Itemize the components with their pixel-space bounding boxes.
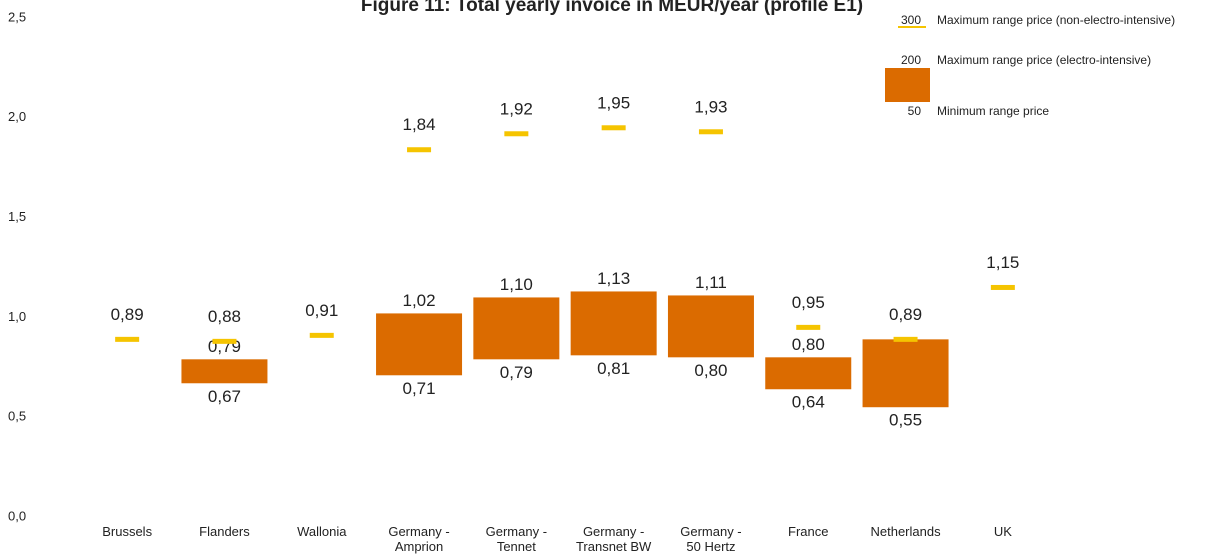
value-label: 0,80 — [792, 335, 825, 354]
x-tick-label: Netherlands — [870, 524, 941, 539]
value-label: 0,79 — [500, 363, 533, 382]
value-label: 0,80 — [694, 361, 727, 380]
x-tick-label: Germany -Amprion — [388, 524, 449, 554]
value-label: 0,91 — [305, 301, 338, 320]
value-label: 0,71 — [403, 379, 436, 398]
x-tick-label: Germany -Transnet BW — [576, 524, 652, 554]
value-label: 0,89 — [111, 305, 144, 324]
range-bar — [862, 339, 949, 408]
range-bar — [667, 295, 754, 358]
max-tick — [698, 129, 723, 135]
value-label: 0,67 — [208, 387, 241, 406]
x-tick-label: Flanders — [199, 524, 250, 539]
value-label: 0,64 — [792, 393, 825, 412]
x-tick-label: UK — [994, 524, 1012, 539]
value-label: 0,89 — [889, 305, 922, 324]
legend-label: Minimum range price — [937, 104, 1049, 118]
max-tick — [893, 336, 918, 342]
value-label: 1,95 — [597, 93, 630, 112]
y-tick-label: 2,0 — [8, 109, 26, 124]
max-tick — [212, 338, 237, 344]
value-label: 0,88 — [208, 307, 241, 326]
y-tick-label: 1,5 — [8, 209, 26, 224]
value-label: 0,55 — [889, 411, 922, 430]
legend-label: Maximum range price (non-electro-intensi… — [937, 13, 1175, 27]
value-label: 1,10 — [500, 275, 533, 294]
value-label: 1,15 — [986, 253, 1019, 272]
y-tick-label: 0,0 — [8, 508, 26, 523]
range-bar — [473, 297, 560, 360]
value-label: 1,11 — [695, 273, 727, 292]
x-tick-label: Germany -50 Hertz — [680, 524, 741, 554]
value-label: 1,84 — [403, 115, 436, 134]
value-label: 0,81 — [597, 359, 630, 378]
legend-tick: 200 — [901, 53, 921, 67]
x-tick-label: Wallonia — [297, 524, 347, 539]
value-label: 1,93 — [694, 97, 727, 116]
max-tick — [115, 336, 140, 342]
max-tick — [407, 147, 432, 153]
x-tick-label: Brussels — [102, 524, 152, 539]
max-tick — [504, 131, 529, 137]
y-tick-label: 0,5 — [8, 409, 26, 424]
y-tick-label: 1,0 — [8, 309, 26, 324]
legend-tick: 300 — [901, 13, 921, 27]
range-bar — [570, 291, 657, 356]
max-tick — [796, 324, 821, 330]
legend-swatch — [885, 68, 930, 102]
legend-tick: 50 — [908, 104, 922, 118]
value-label: 1,02 — [403, 291, 436, 310]
y-tick-label: 2,5 — [8, 9, 26, 24]
value-label: 1,13 — [597, 269, 630, 288]
chart-title: Figure 11: Total yearly invoice in MEUR/… — [361, 0, 863, 16]
x-tick-label: France — [788, 524, 828, 539]
value-label: 1,92 — [500, 99, 533, 118]
x-tick-label: Germany -Tennet — [486, 524, 547, 554]
max-tick — [601, 125, 626, 131]
range-bar — [181, 359, 268, 384]
value-label: 0,95 — [792, 293, 825, 312]
max-tick — [990, 284, 1015, 290]
legend-label: Maximum range price (electro-intensive) — [937, 53, 1151, 67]
range-bar — [376, 313, 463, 376]
max-tick — [309, 332, 334, 338]
range-bar — [765, 357, 852, 390]
